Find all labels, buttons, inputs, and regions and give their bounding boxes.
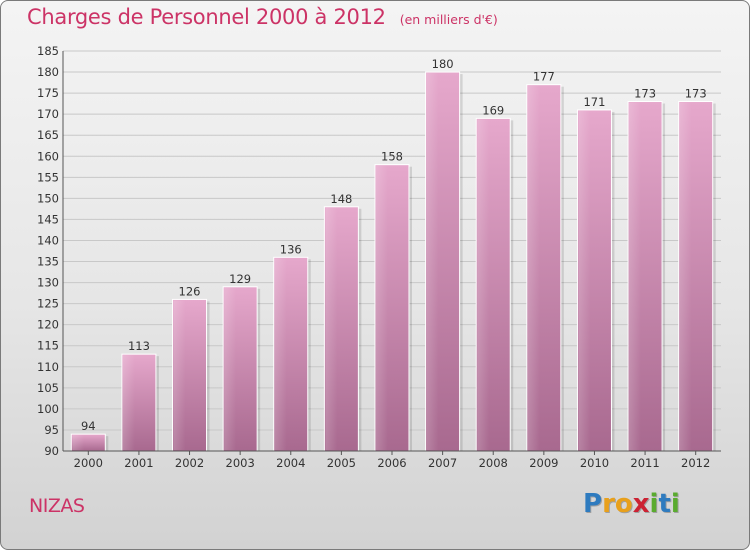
- y-tick-label: 145: [37, 212, 59, 226]
- y-tick-label: 165: [37, 128, 59, 142]
- chart-subtitle: (en milliers d'€): [399, 12, 498, 27]
- x-tick-label: 2008: [479, 456, 508, 470]
- y-tick-label: 160: [37, 149, 59, 163]
- logo-letter: r: [602, 489, 615, 519]
- y-tick-label: 180: [37, 65, 59, 79]
- bar-highlight: [629, 102, 641, 451]
- bar-highlight: [376, 165, 388, 450]
- title-block: Charges de Personnel 2000 à 2012 (en mill…: [27, 5, 498, 29]
- x-tick-label: 2009: [529, 456, 558, 470]
- bar-highlight: [477, 119, 490, 451]
- y-tick-label: 135: [37, 255, 59, 269]
- bar-highlight: [325, 207, 338, 450]
- y-tick-label: 175: [37, 86, 59, 100]
- x-tick-label: 2001: [124, 456, 153, 470]
- y-tick-label: 130: [37, 276, 59, 290]
- data-label: 129: [229, 272, 251, 286]
- bar-highlight: [72, 435, 85, 450]
- bar-highlight: [224, 287, 237, 450]
- x-tick-label: 2006: [377, 456, 406, 470]
- data-label: 180: [432, 57, 454, 71]
- x-tick-label: 2000: [74, 456, 103, 470]
- data-label: 173: [634, 87, 656, 101]
- y-tick-label: 185: [37, 44, 59, 58]
- bar-highlight: [426, 73, 439, 450]
- bars: 94 113 126 129 136 148 158 180 169 177 171 173 173: [70, 57, 716, 452]
- data-label: 169: [482, 103, 504, 117]
- bar-highlight: [679, 102, 692, 451]
- data-label: 158: [381, 150, 403, 164]
- data-label: 171: [583, 95, 605, 109]
- y-tick-label: 155: [37, 170, 59, 184]
- logo-letter: x: [632, 489, 650, 519]
- x-tick-label: 2007: [428, 456, 457, 470]
- bar-highlight: [173, 300, 186, 450]
- commune-name: NIZAS: [29, 495, 85, 517]
- proxiti-logo: Proxiti: [583, 489, 680, 519]
- y-tick-label: 110: [37, 360, 59, 374]
- y-tick-label: 120: [37, 318, 59, 332]
- y-tick-label: 125: [37, 297, 59, 311]
- chart-title: Charges de Personnel 2000 à 2012: [27, 5, 386, 29]
- logo-letter: t: [658, 489, 671, 519]
- bar-highlight: [527, 85, 540, 451]
- x-tick-label: 2003: [226, 456, 255, 470]
- y-tick-label: 170: [37, 107, 59, 121]
- y-tick-label: 100: [37, 402, 59, 416]
- logo-letter: i: [670, 489, 680, 519]
- bar-highlight: [122, 355, 135, 450]
- data-label: 173: [685, 87, 707, 101]
- x-tick-label: 2002: [175, 456, 204, 470]
- y-tick-label: 150: [37, 191, 59, 205]
- data-label: 94: [81, 419, 96, 433]
- y-tick-label: 140: [37, 233, 59, 247]
- x-tick-label: 2010: [580, 456, 609, 470]
- data-label: 136: [280, 242, 302, 256]
- axes: 90 95 100 105 110 115 120 125 130 135 140 145 150 155…: [37, 44, 721, 470]
- x-tick-label: 2011: [630, 456, 659, 470]
- x-tick-label: 2004: [276, 456, 305, 470]
- y-tick-label: 105: [37, 381, 59, 395]
- data-label: 177: [533, 70, 555, 84]
- logo-letter: o: [614, 489, 633, 519]
- bar-highlight: [274, 258, 287, 450]
- x-tick-label: 2012: [681, 456, 710, 470]
- logo-letter: P: [583, 489, 603, 519]
- y-tick-label: 115: [37, 339, 59, 353]
- data-label: 148: [330, 192, 352, 206]
- data-label: 113: [128, 339, 150, 353]
- bar-highlight: [578, 110, 591, 451]
- y-tick-label: 90: [44, 444, 59, 458]
- data-label: 126: [179, 284, 201, 298]
- y-tick-label: 95: [44, 423, 59, 437]
- x-tick-label: 2005: [327, 456, 356, 470]
- logo-letter: i: [649, 489, 659, 519]
